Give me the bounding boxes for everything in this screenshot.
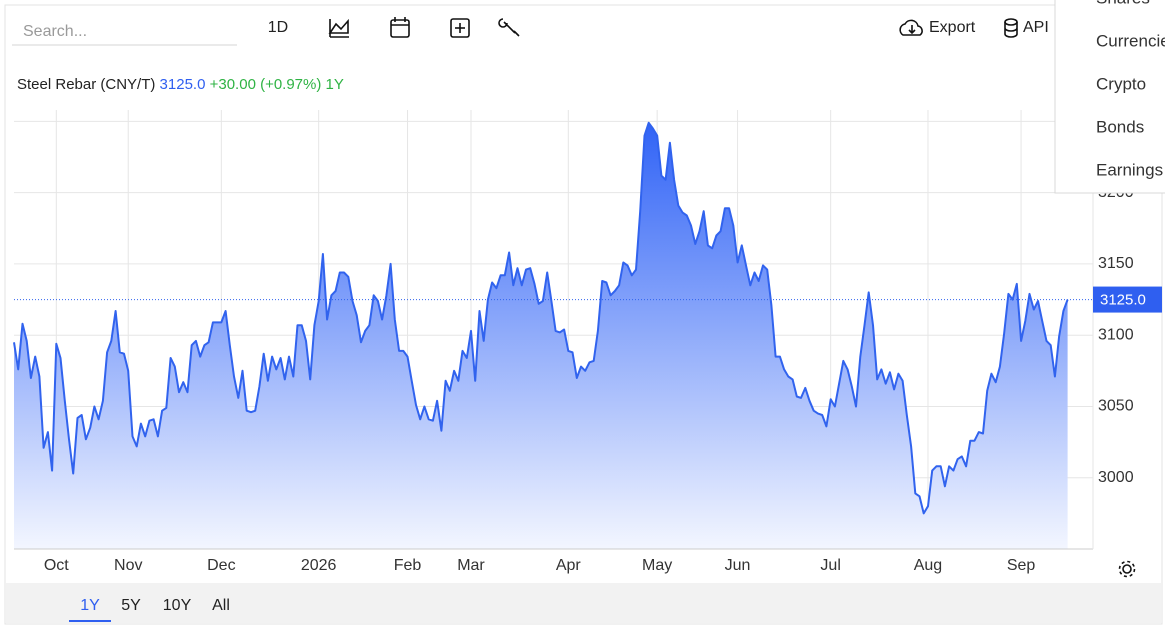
search-box[interactable]: Search... [23,23,87,40]
x-tick-label: May [642,557,672,574]
range-button[interactable]: 5Y [121,597,141,614]
x-tick-label: Dec [207,557,235,574]
current-price-label: 3125.0 [1100,292,1146,309]
price-line [13,121,1069,515]
range-button[interactable]: All [212,597,230,614]
x-tick-label: Nov [114,557,142,574]
interval-button[interactable]: 1D [268,19,288,36]
x-tick-label: Mar [457,557,485,574]
dropdown-menu: Shares Currencies Crypto Bonds Earnings [1054,0,1165,194]
x-tick-label: Apr [556,557,582,574]
range-active-underline [69,620,111,622]
current-price-box [1093,286,1162,313]
x-tick-label: 2026 [301,557,337,574]
price: 3125.0 [160,76,206,93]
range-bar [6,583,1161,623]
menu-item[interactable]: Bonds [1096,117,1144,136]
area-fill [14,122,1068,550]
range-button[interactable]: 1Y [80,597,100,614]
gear-icon[interactable] [1118,560,1136,578]
change: +30.00 [210,76,256,93]
range-buttons: 1Y 5Y 10Y All [69,597,230,622]
y-tick-label: 3050 [1098,398,1134,415]
plot: Oct Nov Dec 2026 Feb Mar Apr May Jun Jul Aug Sep 300… [13,110,1162,574]
compare-icon[interactable] [450,18,470,38]
export-icon[interactable] [899,19,923,36]
range-button[interactable]: 10Y [163,597,192,614]
x-tick-label: Feb [394,557,422,574]
instrument-header: Steel Rebar (CNY/T) 3125.0 +30.00 (+0.97… [17,76,344,93]
api-icon[interactable] [1004,18,1018,38]
x-tick-label: Aug [914,557,942,574]
y-tick-label: 3150 [1098,255,1134,272]
x-tick-label: Jun [725,557,751,574]
export-button[interactable]: Export [929,19,976,36]
api-button[interactable]: API [1023,19,1049,36]
range: 1Y [326,76,344,93]
menu-item[interactable]: Crypto [1096,74,1146,93]
menu-item[interactable]: Earnings [1096,160,1163,179]
y-tick-label: 3000 [1098,469,1134,486]
calendar-icon[interactable] [390,17,410,38]
change-percent: (+0.97%) [260,76,321,93]
x-tick-label: Oct [44,557,69,574]
x-tick-label: Sep [1007,557,1036,574]
settings-wrench-icon[interactable] [498,18,520,37]
chart-type-icon[interactable] [328,18,349,38]
x-tick-label: Jul [820,557,840,574]
menu-item[interactable]: Currencies [1096,31,1165,50]
menu-item[interactable]: Shares [1096,0,1150,7]
instrument-name: Steel Rebar (CNY/T) [17,76,155,93]
menu-panel [1054,0,1165,194]
y-tick-label: 3100 [1098,326,1134,343]
